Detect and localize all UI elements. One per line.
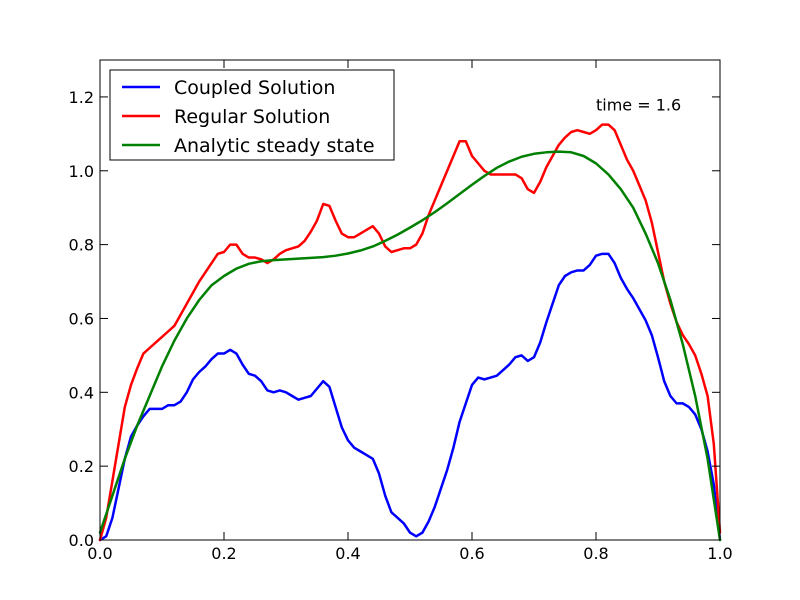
x-tick-label: 0.6 — [459, 544, 484, 563]
x-tick-label: 0.4 — [335, 544, 360, 563]
y-tick-label: 0.8 — [69, 236, 94, 255]
series-line-2 — [98, 150, 722, 542]
y-tick-label: 0.2 — [69, 457, 94, 476]
legend-label-1: Regular Solution — [174, 106, 330, 128]
y-tick-label: 0.6 — [69, 309, 94, 328]
legend-label-2: Analytic steady state — [174, 135, 375, 157]
annotation-layer: time = 1.6 — [596, 95, 681, 114]
y-tick-label: 0.0 — [69, 531, 94, 550]
time-annotation: time = 1.6 — [596, 95, 681, 114]
y-tick-label: 0.4 — [69, 383, 94, 402]
y-tick-label: 1.2 — [69, 88, 94, 107]
axes-frame — [99, 59, 721, 541]
x-tick-label: 0.2 — [211, 544, 236, 563]
series-line-0 — [98, 252, 722, 542]
x-tick-label: 0.0 — [87, 544, 112, 563]
x-tick-label: 1.0 — [707, 544, 732, 563]
legend: Coupled Solution Regular Solution Analytic… — [109, 69, 395, 161]
tick-layer: 0.0 0.2 0.4 0.6 0.8 1.0 0.0 0.2 0.4 0.6 0.8 1.0 1.2 — [69, 60, 733, 563]
legend-label-0: Coupled Solution — [174, 77, 335, 99]
series-line-1 — [98, 123, 722, 542]
y-tick-label: 1.0 — [69, 162, 94, 181]
series-layer — [98, 123, 722, 542]
plot-area: 0.0 0.2 0.4 0.6 0.8 1.00.00.20.40.60.81.01.2 … — [69, 59, 733, 563]
x-tick-label: 0.8 — [583, 544, 608, 563]
